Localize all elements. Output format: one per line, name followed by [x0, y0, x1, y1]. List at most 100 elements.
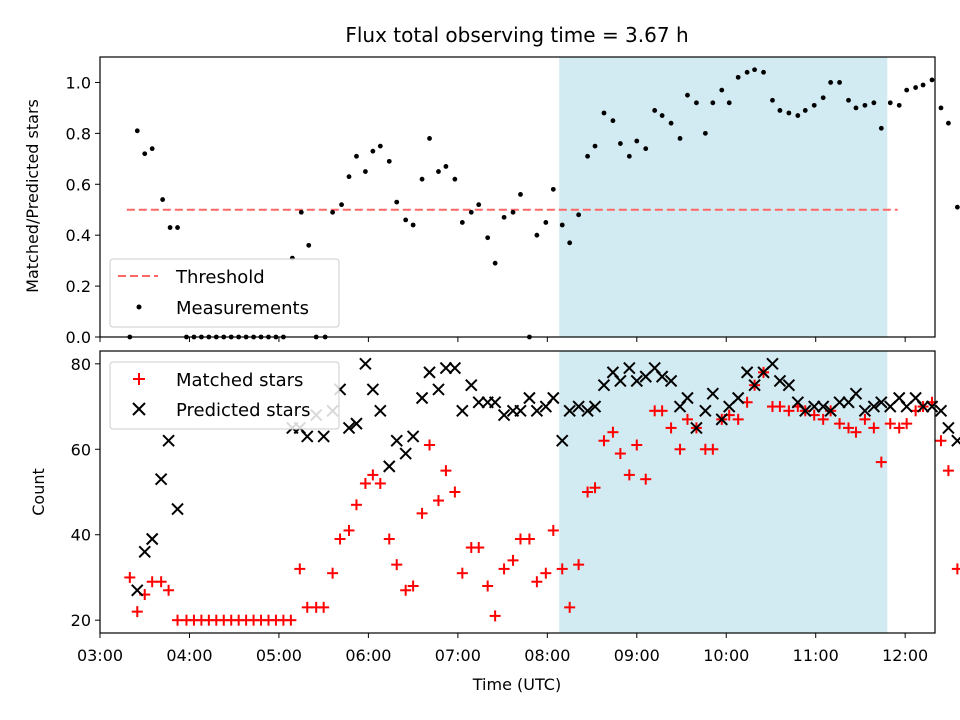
y-tick-label: 80	[71, 355, 91, 374]
predicted-star-point	[655, 370, 669, 383]
predicted-star-point	[162, 434, 175, 447]
y-tick-label: 20	[71, 611, 91, 630]
predicted-star-point	[374, 404, 387, 418]
predicted-star-point	[572, 400, 585, 413]
measurement-point	[811, 102, 817, 108]
legend-measurements-swatch	[136, 304, 142, 310]
matched-star-point	[334, 533, 346, 545]
bottom-axes-frame	[99, 350, 936, 634]
measurement-point	[752, 67, 757, 73]
matched-star-point	[556, 563, 568, 575]
measurement-point	[559, 222, 565, 228]
matched-star-point	[482, 580, 494, 592]
matched-star-point	[884, 418, 896, 430]
measurement-point	[585, 153, 590, 159]
predicted-star-point	[748, 378, 761, 392]
matched-star-point	[163, 584, 175, 596]
measurement-point	[576, 212, 582, 218]
predicted-star-point	[773, 374, 787, 388]
bottom-highlight-span	[559, 351, 888, 633]
predicted-star-point	[488, 396, 502, 409]
predicted-star-point	[581, 404, 594, 418]
measurement-point	[694, 100, 699, 106]
predicted-star-point	[342, 421, 356, 435]
predicted-star-point	[664, 374, 678, 388]
matched-star-point	[359, 477, 371, 489]
matched-star-point	[850, 426, 862, 438]
measurement-point	[820, 95, 826, 101]
measurement-point	[719, 87, 725, 93]
measurement-point	[770, 97, 775, 103]
bottom-y-axis-label: Count	[29, 468, 48, 516]
matched-star-point	[400, 584, 412, 596]
predicted-star-point	[530, 404, 544, 418]
measurement-point	[592, 143, 598, 149]
measurement-point	[610, 118, 616, 124]
measurement-point	[330, 209, 336, 215]
measurement-point	[485, 235, 491, 241]
predicted-star-point	[350, 417, 363, 430]
measurement-point	[652, 108, 658, 113]
measurement-point	[837, 80, 842, 85]
matched-star-point	[942, 465, 954, 477]
matched-stars-points	[124, 366, 960, 626]
matched-star-point	[665, 422, 677, 434]
legend-measurements-label: Measurements	[176, 298, 309, 319]
bottom-legend-box	[109, 361, 340, 430]
measurement-point	[298, 209, 304, 215]
y-tick-label: 0.0	[66, 328, 91, 347]
measurement-point	[142, 151, 148, 157]
y-tick-label: 60	[71, 440, 91, 459]
measurement-point	[550, 186, 556, 192]
x-tick-label: 03:00	[77, 646, 123, 665]
measurement-point	[643, 146, 649, 152]
predicted-star-point	[614, 374, 627, 388]
matched-star-point	[564, 601, 576, 613]
measurement-point	[946, 120, 951, 126]
measurement-point	[862, 102, 868, 108]
measurement-point	[306, 242, 312, 248]
top-legend: Threshold Measurements	[109, 258, 340, 328]
matched-star-point	[834, 418, 846, 430]
measurement-point	[386, 158, 392, 164]
measurement-point	[377, 143, 383, 149]
measurement-point	[363, 169, 368, 174]
measurement-point	[710, 100, 716, 106]
bottom-legend: Matched stars Predicted stars	[109, 361, 340, 430]
matched-star-point	[498, 563, 510, 575]
top-y-ticks: 0.0 0.2 0.4 0.6 0.8 1.0	[66, 73, 100, 347]
y-tick-label: 0.8	[66, 124, 91, 143]
predicted-star-point	[383, 460, 396, 473]
measurement-point	[677, 136, 683, 141]
measurement-point	[786, 110, 792, 116]
predicted-star-point	[731, 391, 745, 405]
measurement-point	[685, 92, 690, 98]
predicted-star-point	[782, 378, 796, 392]
matched-star-point	[674, 443, 686, 455]
legend-matched-swatch	[133, 373, 145, 385]
matched-star-point	[656, 405, 668, 417]
matched-star-point	[614, 448, 626, 460]
measurement-point	[459, 220, 465, 225]
matched-star-point	[573, 559, 585, 571]
predicted-star-point	[690, 421, 703, 435]
matched-star-point	[294, 563, 306, 575]
measurement-point	[659, 113, 665, 118]
matched-star-point	[440, 465, 452, 477]
matched-star-point	[432, 495, 444, 507]
predicted-star-point	[556, 434, 569, 447]
measurement-point	[634, 138, 640, 144]
predicted-star-point	[154, 472, 168, 486]
legend-predicted-label: Predicted stars	[176, 400, 310, 421]
measurement-point	[149, 146, 155, 152]
measurement-point	[896, 102, 902, 108]
predicted-star-point	[597, 378, 611, 392]
measurement-point	[394, 199, 400, 205]
matched-star-point	[707, 443, 719, 455]
measurement-point	[518, 192, 523, 197]
predicted-star-point	[816, 400, 830, 413]
measurement-point	[871, 100, 877, 106]
x-tick-label: 11:00	[793, 646, 839, 665]
predicted-star-point	[951, 434, 960, 447]
measurement-point	[567, 240, 573, 246]
